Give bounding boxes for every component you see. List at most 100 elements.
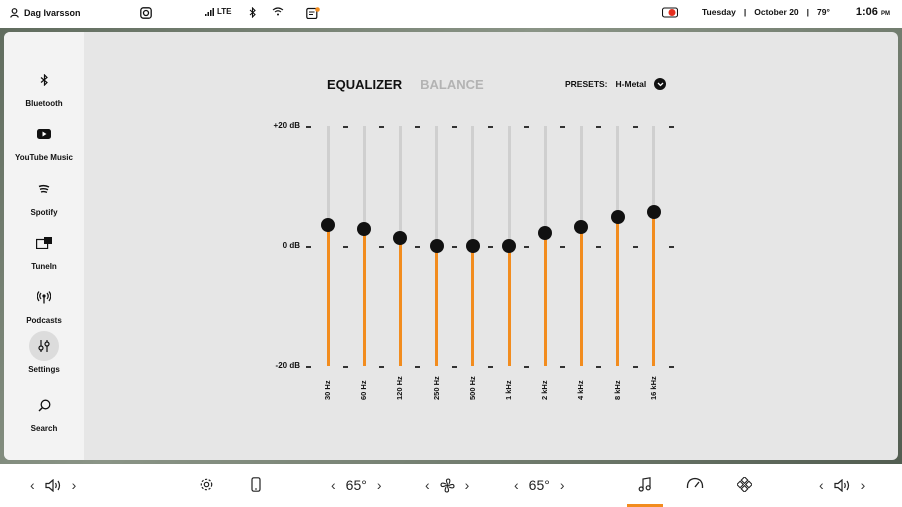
scale-tick [379, 366, 385, 368]
sidebar-item-search[interactable]: Search [4, 390, 84, 444]
tab-balance[interactable]: BALANCE [420, 77, 484, 92]
scale-tick [668, 366, 674, 368]
scale-tick [596, 246, 602, 248]
sidebar-item-settings[interactable]: Settings [4, 331, 84, 385]
eq-track[interactable] [579, 126, 583, 227]
eq-track[interactable] [507, 126, 511, 246]
chevron-left-icon[interactable]: ‹ [819, 477, 824, 493]
status-right: Tuesday | October 20 | 79° 1:06 PM [662, 6, 890, 18]
eq-track[interactable] [435, 126, 439, 246]
eq-track[interactable] [398, 126, 402, 238]
tab-equalizer[interactable]: EQUALIZER [327, 77, 403, 92]
scale-tick [379, 126, 385, 128]
signal-indicator: LTE [205, 7, 232, 16]
freq-label: 8 kHz [612, 380, 622, 400]
status-date: October 20 [754, 7, 799, 17]
fan-control: ‹ › [425, 477, 469, 493]
volume-icon [45, 478, 60, 492]
chevron-left-icon[interactable]: ‹ [30, 477, 35, 493]
eq-knob[interactable] [321, 218, 335, 232]
scale-tick [415, 246, 421, 248]
settings-button[interactable] [199, 477, 214, 492]
audio-panel: Bluetooth YouTube Music Spotify TuneIn P… [4, 32, 898, 460]
eq-knob[interactable] [357, 222, 372, 237]
freq-label: 250 Hz [431, 376, 441, 400]
chevron-left-icon[interactable]: ‹ [331, 477, 336, 493]
eq-knob[interactable] [429, 239, 444, 253]
gear-icon [200, 478, 213, 491]
user-profile[interactable]: Dag Ivarsson [10, 8, 81, 18]
sliders-icon [29, 331, 59, 361]
eq-knob[interactable] [393, 230, 408, 245]
freq-label: 4 kHz [576, 380, 586, 400]
scale-tick [343, 366, 348, 368]
apps-grid-icon [737, 477, 752, 492]
music-note-icon [638, 477, 651, 492]
chevron-down-icon[interactable] [654, 78, 667, 90]
eq-track[interactable] [616, 126, 620, 218]
notification-icon[interactable] [306, 7, 320, 19]
media-button[interactable] [638, 477, 652, 492]
clock-ampm: PM [881, 11, 890, 17]
eq-knob[interactable] [610, 210, 625, 225]
eq-knob[interactable] [538, 225, 553, 240]
scale-tick [451, 366, 457, 368]
db-label-bottom: -20 dB [275, 361, 300, 370]
wifi-status-icon [272, 7, 284, 16]
bottom-bar: ‹ › ‹ 65° › ‹ › ‹ 65° › ‹ › [0, 464, 902, 507]
sidebar-item-bluetooth[interactable]: Bluetooth [4, 65, 84, 119]
signal-bars-icon [205, 7, 214, 16]
scale-tick [415, 366, 421, 368]
passenger-temp-control: ‹ 65° › [514, 477, 565, 493]
chevron-left-icon[interactable]: ‹ [514, 477, 519, 493]
scale-tick [415, 126, 421, 128]
scale-tick [451, 126, 457, 128]
eq-track[interactable] [471, 126, 475, 246]
eq-track[interactable] [543, 126, 547, 233]
recording-icon [662, 6, 678, 18]
apps-button[interactable] [737, 477, 752, 492]
eq-fill [543, 232, 547, 366]
freq-label: 2 kHz [540, 380, 550, 400]
eq-track[interactable] [652, 126, 656, 212]
eq-track[interactable] [326, 126, 330, 225]
chevron-right-icon[interactable]: › [559, 477, 565, 493]
eq-track[interactable] [362, 126, 366, 230]
scale-tick [596, 126, 602, 128]
chevron-left-icon[interactable]: ‹ [425, 477, 430, 493]
scale-tick [487, 126, 493, 128]
phone-icon [251, 477, 261, 492]
db-label-top: +20 dB [273, 121, 300, 130]
tunein-icon [29, 228, 59, 258]
freq-label: 500 Hz [467, 376, 477, 400]
chevron-right-icon[interactable]: › [376, 477, 382, 493]
chevron-right-icon[interactable]: › [464, 477, 470, 493]
clock-time: 1:06 [855, 6, 878, 18]
chevron-right-icon[interactable]: › [71, 477, 77, 493]
volume-control-left: ‹ › [30, 477, 76, 493]
bluetooth-status-icon [249, 7, 257, 18]
freq-label: 60 Hz [359, 380, 369, 400]
phone-button[interactable] [251, 477, 261, 492]
sidebar-item-youtube-music[interactable]: YouTube Music [4, 119, 84, 173]
eq-knob[interactable] [465, 239, 480, 253]
presets-selector[interactable]: PRESETS: H-Metal [565, 78, 667, 90]
source-sidebar: Bluetooth YouTube Music Spotify TuneIn P… [4, 32, 84, 460]
eq-knob[interactable] [646, 204, 661, 219]
eq-knob[interactable] [574, 219, 589, 234]
scale-tick [596, 366, 602, 368]
eq-fill [507, 246, 511, 366]
eq-knob[interactable] [502, 239, 516, 253]
scale-tick [668, 126, 674, 128]
scale-tick [487, 366, 493, 368]
spotify-icon [29, 174, 59, 204]
driver-temp-control: ‹ 65° › [331, 477, 382, 493]
sidebar-item-spotify[interactable]: Spotify [4, 174, 84, 228]
sidebar-item-tunein[interactable]: TuneIn [4, 228, 84, 282]
chevron-right-icon[interactable]: › [860, 477, 866, 493]
freq-label: 16 kHz [648, 376, 658, 400]
driving-button[interactable] [686, 477, 704, 490]
sidebar-item-podcasts[interactable]: Podcasts [4, 282, 84, 336]
user-name: Dag Ivarsson [24, 8, 81, 18]
scale-tick [632, 246, 638, 248]
